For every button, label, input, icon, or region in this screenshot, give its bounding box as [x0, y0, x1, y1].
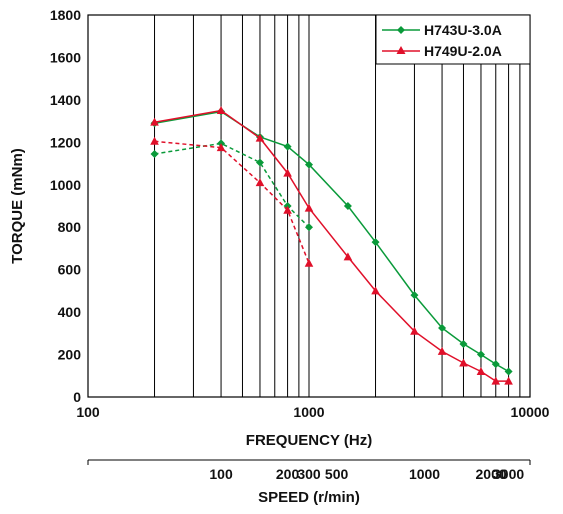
x-tick-label: 100: [76, 404, 100, 420]
speed-tick-label: 500: [325, 466, 349, 482]
x-axis-title: FREQUENCY (Hz): [246, 432, 372, 449]
data-point-triangle: [304, 203, 314, 212]
data-point-diamond: [255, 158, 264, 167]
y-tick-label: 200: [58, 347, 82, 363]
data-point-diamond: [283, 142, 292, 151]
y-tick-label: 0: [73, 389, 81, 405]
data-point-triangle: [343, 252, 353, 261]
data-point-triangle: [371, 286, 380, 295]
data-point-triangle: [410, 326, 419, 335]
data-point-triangle: [150, 117, 159, 126]
y-tick-label: 1800: [50, 7, 81, 23]
speed-tick-label: 300: [297, 466, 321, 482]
y-tick-labels: 0 200 400 600 800 1000 1200 1400 1600 1800: [50, 7, 81, 405]
data-point-diamond: [305, 223, 313, 232]
data-point-diamond: [476, 350, 485, 359]
x-tick-label: 1000: [293, 404, 324, 420]
speed-tick-label: 100: [209, 466, 233, 482]
x-tick-labels: 100 1000 10000: [76, 404, 549, 420]
data-point-diamond: [438, 324, 447, 333]
y-tick-label: 800: [58, 219, 82, 235]
y-tick-label: 400: [58, 304, 82, 320]
data-point-triangle: [255, 178, 265, 187]
y-tick-label: 1200: [50, 134, 81, 150]
speed-tick-label: 2000: [476, 466, 507, 482]
data-point-diamond: [371, 238, 380, 247]
data-point-diamond: [491, 360, 500, 369]
data-point-triangle: [504, 376, 513, 385]
data-point-triangle: [476, 367, 486, 376]
speed-tick-label: 1000: [409, 466, 440, 482]
data-point-diamond: [343, 202, 352, 210]
plot-area-frame: [87, 14, 531, 398]
data-point-diamond: [410, 291, 419, 300]
speed-axis-title: SPEED (r/min): [258, 489, 360, 506]
data-point-triangle: [491, 376, 501, 385]
data-point-triangle: [216, 143, 226, 152]
series-line-3: [154, 142, 310, 228]
data-point-triangle: [459, 358, 468, 367]
data-point-triangle: [255, 133, 265, 142]
data-point-diamond: [305, 160, 313, 169]
y-tick-label: 1400: [50, 92, 81, 108]
series-group: [150, 106, 513, 385]
legend-box: [375, 14, 531, 65]
legend: H743U-3.0A H749U-2.0A: [375, 14, 531, 65]
data-point-triangle: [304, 258, 314, 267]
data-point-triangle: [150, 136, 159, 145]
legend-label-series-2: H749U-2.0A: [424, 43, 502, 59]
data-point-triangle: [437, 346, 447, 355]
data-point-triangle: [283, 168, 292, 177]
speed-tick-label: 3000: [493, 466, 524, 482]
speed-tick-label: 200: [276, 466, 300, 482]
legend-marker-triangle: [396, 46, 406, 54]
data-point-diamond: [504, 367, 513, 376]
data-point-triangle: [216, 106, 226, 114]
data-point-triangle: [283, 205, 292, 214]
y-tick-label: 1000: [50, 177, 81, 193]
legend-label-series-1: H743U-3.0A: [424, 22, 502, 38]
x-tick-label: 10000: [511, 404, 550, 420]
y-tick-label: 1600: [50, 49, 81, 65]
y-axis-title: TORQUE (mNm): [9, 148, 26, 264]
legend-marker-diamond: [397, 26, 405, 34]
data-point-diamond: [150, 150, 159, 159]
data-point-diamond: [459, 339, 468, 348]
y-tick-label: 600: [58, 262, 82, 278]
